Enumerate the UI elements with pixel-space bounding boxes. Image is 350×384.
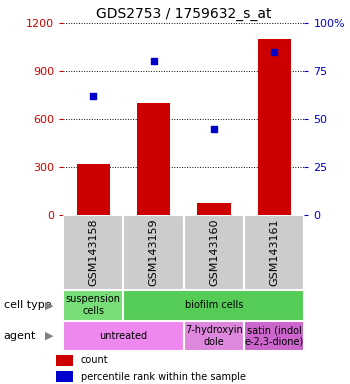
Text: GSM143159: GSM143159 (148, 218, 159, 286)
Text: ▶: ▶ (45, 300, 53, 310)
Text: ▶: ▶ (45, 331, 53, 341)
Bar (63, 321, 184, 351)
Bar (258, 39, 291, 215)
Bar (63, 290, 123, 321)
Point (90, 93, 96, 99)
Point (211, 126, 217, 132)
Bar (244, 321, 304, 351)
Bar (184, 215, 244, 290)
Bar (137, 103, 170, 215)
Text: GSM143158: GSM143158 (88, 218, 98, 286)
Bar (244, 215, 304, 290)
Bar (123, 290, 304, 321)
Text: satin (indol
e-2,3-dione): satin (indol e-2,3-dione) (245, 325, 304, 347)
Bar (63, 215, 123, 290)
Bar (184, 321, 244, 351)
Bar (56, 371, 72, 382)
Bar (56, 355, 72, 366)
Bar (123, 215, 184, 290)
Point (272, 49, 277, 55)
Text: GSM143161: GSM143161 (269, 219, 279, 286)
Text: untreated: untreated (99, 331, 147, 341)
Text: agent: agent (4, 331, 36, 341)
Text: suspension
cells: suspension cells (66, 295, 121, 316)
Bar (197, 203, 231, 215)
Title: GDS2753 / 1759632_s_at: GDS2753 / 1759632_s_at (96, 7, 272, 21)
Text: cell type: cell type (4, 300, 51, 310)
Text: percentile rank within the sample: percentile rank within the sample (81, 372, 246, 382)
Text: GSM143160: GSM143160 (209, 219, 219, 286)
Bar (77, 164, 110, 215)
Text: biofilm cells: biofilm cells (185, 300, 243, 310)
Text: count: count (81, 356, 108, 366)
Point (151, 58, 156, 65)
Text: 7-hydroxyin
dole: 7-hydroxyin dole (185, 325, 243, 347)
